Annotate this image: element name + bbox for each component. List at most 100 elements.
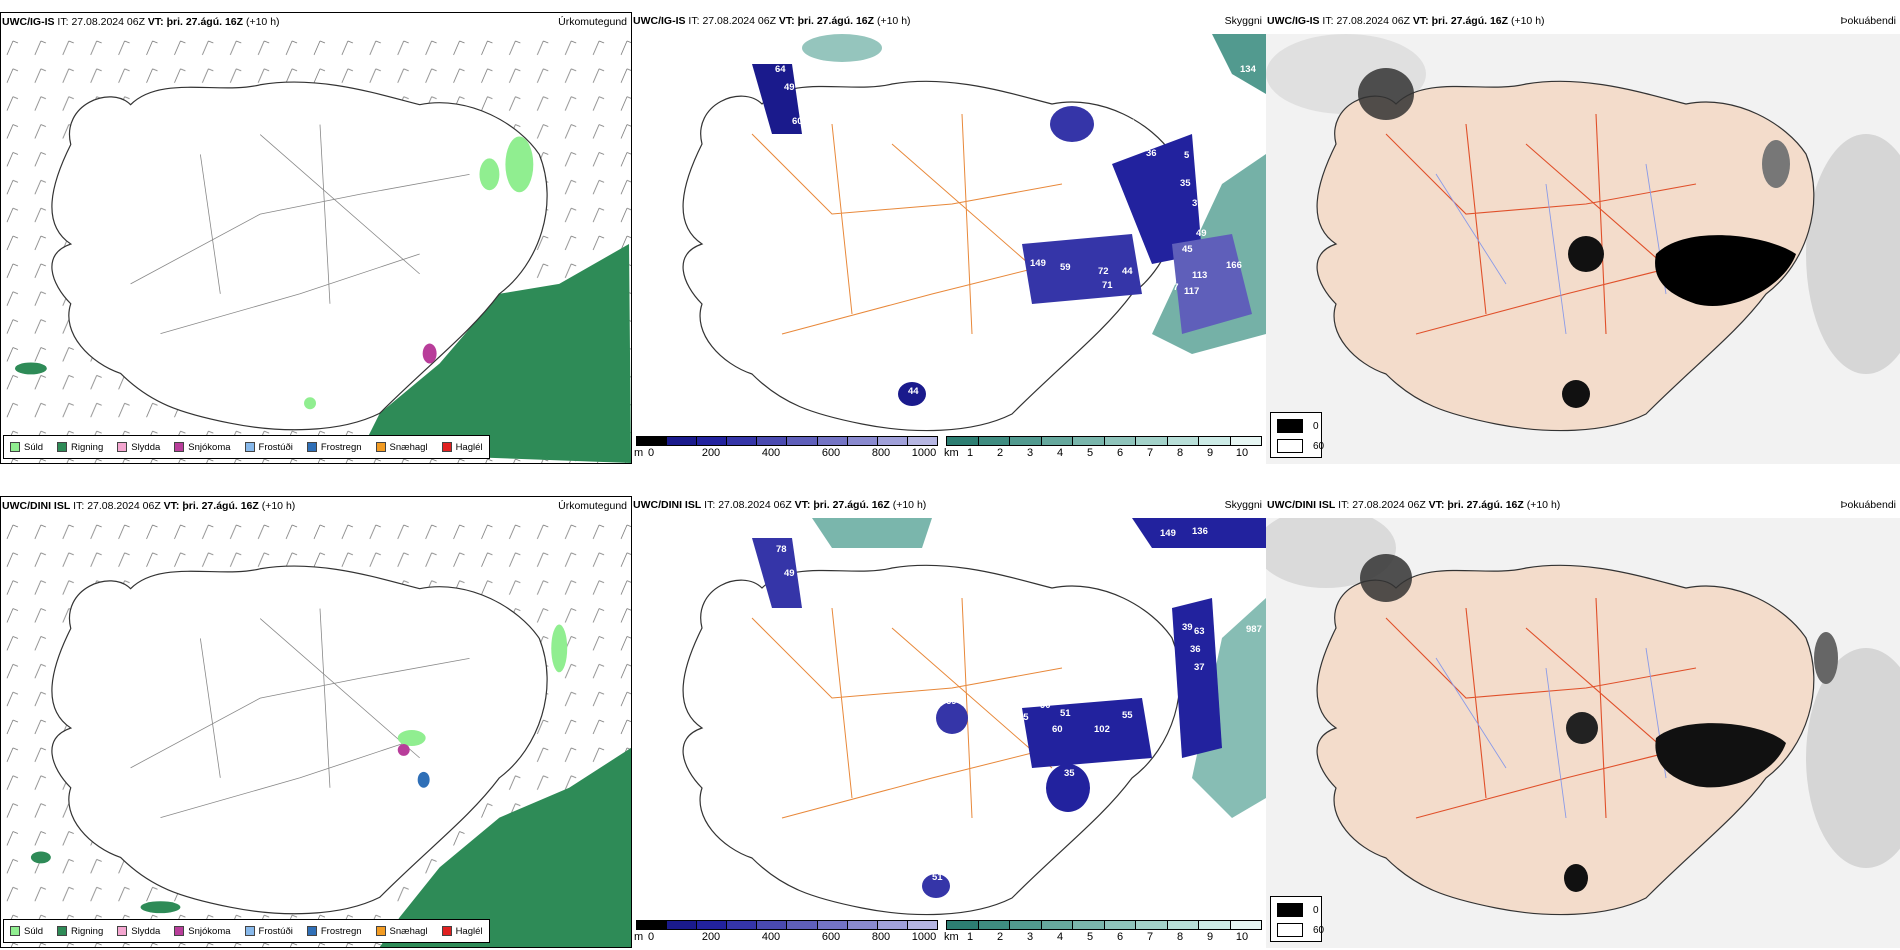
vis-label: 49 bbox=[784, 568, 795, 579]
legend-swatch bbox=[244, 442, 255, 452]
colorbar-tick: 1000 bbox=[911, 931, 937, 943]
legend-swatch bbox=[375, 926, 386, 936]
colorbar-swatches bbox=[946, 920, 1262, 930]
legend-item: Haglél bbox=[441, 926, 483, 937]
vis-label: 149 bbox=[1160, 528, 1176, 539]
panel-parameter: Úrkomutegund bbox=[558, 500, 627, 512]
vis-label: 113 bbox=[1192, 270, 1208, 281]
fog-index-legend: 0 60 bbox=[1270, 412, 1324, 458]
vis-label: 272 bbox=[1016, 532, 1032, 543]
cloud-base-colorbar: m 0 200 400 600 800 1000 bbox=[634, 920, 938, 944]
colorbar-unit: km bbox=[944, 447, 959, 459]
vis-label: 44 bbox=[1122, 266, 1133, 277]
colorbar-tick: 1 bbox=[966, 931, 974, 943]
colorbar-ticks: m 0 200 400 600 800 1000 bbox=[634, 446, 938, 460]
panel-title: UWC/IG-IS IT: 27.08.2024 06Z VT: þri. 27… bbox=[1267, 15, 1545, 27]
colorbar-ticks: m 0 200 400 600 800 1000 bbox=[634, 930, 938, 944]
vis-label: 166 bbox=[1226, 260, 1242, 271]
colorbar-tick: 800 bbox=[871, 931, 891, 943]
vis-label: 117 bbox=[1184, 286, 1200, 297]
legend-item: Slydda bbox=[117, 926, 160, 937]
colorbar-tick: 9 bbox=[1206, 447, 1214, 459]
vis-label: 51 bbox=[932, 872, 943, 883]
vis-label: 78 bbox=[776, 544, 787, 555]
colorbar-tick: 1000 bbox=[911, 447, 937, 459]
vis-label: 71 bbox=[1102, 280, 1113, 291]
visibility-colorbar: km 1 2 3 4 5 6 7 8 9 10 bbox=[944, 436, 1262, 460]
legend-item: Súld bbox=[10, 442, 43, 453]
vis-label: 37 bbox=[1192, 198, 1203, 209]
colorbar-tick: 4 bbox=[1056, 931, 1064, 943]
legend-swatch bbox=[441, 442, 452, 452]
vis-label: 63 bbox=[1194, 626, 1205, 637]
panel-title: UWC/DINI ISL IT: 27.08.2024 06Z VT: þri.… bbox=[1267, 499, 1561, 511]
map-view[interactable] bbox=[1, 519, 631, 947]
legend-swatch bbox=[117, 926, 128, 936]
legend-swatch bbox=[174, 442, 185, 452]
colorbar-tick: 200 bbox=[701, 931, 721, 943]
map-view[interactable] bbox=[1, 35, 631, 463]
visibility-colorbar: km 1 2 3 4 5 6 7 8 9 10 bbox=[944, 920, 1262, 944]
panel-parameter: Þokuábendi bbox=[1840, 15, 1896, 27]
vis-label: 49 bbox=[784, 82, 795, 93]
colorbar-unit: m bbox=[634, 447, 644, 459]
legend-item: 60 bbox=[1277, 923, 1324, 937]
map-view[interactable] bbox=[1266, 518, 1900, 948]
vis-label: 72 bbox=[1098, 138, 1109, 149]
colorbar-unit: m bbox=[634, 931, 644, 943]
colorbar-tick: 4 bbox=[1056, 447, 1064, 459]
legend-item: 60 bbox=[1277, 439, 1324, 453]
precip-type-panel-row2: UWC/DINI ISL IT: 27.08.2024 06Z VT: þri.… bbox=[0, 496, 632, 948]
legend-item: Rigning bbox=[57, 442, 103, 453]
colorbar-tick: 6 bbox=[1116, 931, 1124, 943]
legend-item: Frostúði bbox=[244, 442, 293, 453]
vis-label: 35 bbox=[1180, 178, 1191, 189]
legend-item: Haglél bbox=[441, 442, 483, 453]
legend-swatch bbox=[57, 442, 68, 452]
colorbar-ticks: km 1 2 3 4 5 6 7 8 9 10 bbox=[944, 930, 1262, 944]
vis-label: 149 bbox=[1030, 258, 1046, 269]
colorbar-tick: 5 bbox=[1086, 931, 1094, 943]
panel-parameter: Úrkomutegund bbox=[558, 16, 627, 28]
legend-swatch bbox=[1277, 923, 1303, 937]
vis-label: 78 bbox=[1090, 540, 1101, 551]
vis-label: 60 bbox=[792, 116, 803, 127]
colorbar-swatches bbox=[636, 436, 938, 446]
colorbar-tick: 600 bbox=[821, 931, 841, 943]
colorbar-tick: 0 bbox=[647, 447, 655, 459]
vis-label: 102 bbox=[1094, 724, 1110, 735]
vis-label: 60 bbox=[1052, 724, 1063, 735]
vis-label: 366 bbox=[1014, 518, 1030, 529]
colorbar-tick: 5 bbox=[1086, 447, 1094, 459]
precip-type-legend: Súld Rigning Slydda Snjókoma Frostúði Fr… bbox=[3, 435, 490, 459]
legend-swatch bbox=[244, 926, 255, 936]
map-view[interactable] bbox=[632, 518, 1266, 948]
colorbar-tick: 8 bbox=[1176, 931, 1184, 943]
legend-swatch bbox=[174, 926, 185, 936]
legend-swatch bbox=[306, 926, 317, 936]
precip-type-panel-row1: UWC/IG-IS IT: 27.08.2024 06Z VT: þri. 27… bbox=[0, 12, 632, 464]
legend-swatch bbox=[441, 926, 452, 936]
map-view[interactable] bbox=[1266, 34, 1900, 464]
vis-label: 72 bbox=[1098, 266, 1109, 277]
vis-label: 136 bbox=[1192, 526, 1208, 537]
vis-label: 65 bbox=[1124, 118, 1135, 129]
vis-label: 35 bbox=[1064, 768, 1075, 779]
panel-parameter: Skyggni bbox=[1224, 15, 1262, 27]
colorbar-tick: 0 bbox=[647, 931, 655, 943]
legend-swatch bbox=[10, 442, 20, 452]
legend-swatch bbox=[117, 442, 128, 452]
legend-item: 0 bbox=[1277, 419, 1319, 433]
colorbar-tick: 9 bbox=[1206, 931, 1214, 943]
legend-item: 0 bbox=[1277, 903, 1319, 917]
colorbar-swatches bbox=[946, 436, 1262, 446]
legend-item: Snjókoma bbox=[174, 926, 231, 937]
colorbar-tick: 3 bbox=[1026, 447, 1034, 459]
vis-label: 90 bbox=[1040, 700, 1051, 711]
legend-swatch bbox=[306, 442, 317, 452]
colorbar-tick: 3 bbox=[1026, 931, 1034, 943]
map-view[interactable] bbox=[632, 34, 1266, 464]
colorbar-tick: 7 bbox=[1146, 447, 1154, 459]
colorbar-tick: 400 bbox=[761, 931, 781, 943]
legend-item: Frostúði bbox=[244, 926, 293, 937]
